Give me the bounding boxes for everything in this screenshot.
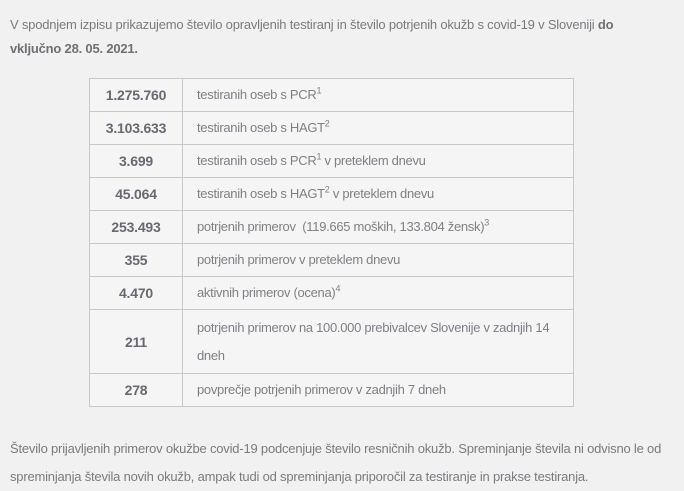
footer-paragraph: Število prijavljenih primerov okužbe cov… bbox=[10, 441, 662, 484]
description-text-post: v preteklem dnevu bbox=[321, 153, 426, 168]
table-row: 355 potrjenih primerov v preteklem dnevu bbox=[89, 243, 574, 277]
intro-date-bold: do vključno 28. 05. 2021. bbox=[10, 17, 614, 56]
description-cell: testiranih oseb s HAGT2 v preteklem dnev… bbox=[182, 177, 574, 211]
description-cell: potrjenih primerov na 100.000 prebivalce… bbox=[182, 309, 574, 374]
description-text: aktivnih primerov (ocena) bbox=[197, 285, 336, 300]
value-cell: 355 bbox=[89, 243, 183, 277]
description-text: testiranih oseb s PCR bbox=[197, 87, 317, 102]
stats-table: 1.275.760 testiranih oseb s PCR1 3.103.6… bbox=[89, 78, 574, 407]
description-text: testiranih oseb s HAGT bbox=[197, 186, 325, 201]
value-cell: 211 bbox=[89, 309, 183, 374]
description-text-post: v preteklem dnevu bbox=[329, 186, 434, 201]
table-row: 211 potrjenih primerov na 100.000 prebiv… bbox=[89, 309, 574, 374]
value-cell: 3.103.633 bbox=[89, 111, 183, 145]
intro-text: V spodnjem izpisu prikazujemo število op… bbox=[10, 17, 598, 32]
table-row: 3.103.633 testiranih oseb s HAGT2 bbox=[89, 111, 574, 145]
footnote-sup: 1 bbox=[316, 151, 322, 162]
description-cell: povprečje potrjenih primerov v zadnjih 7… bbox=[182, 373, 574, 407]
footnote-sup: 2 bbox=[324, 184, 330, 195]
footnote-sup: 3 bbox=[484, 217, 489, 228]
description-cell: testiranih oseb s PCR1 bbox=[182, 78, 574, 112]
table-row: 4.470 aktivnih primerov (ocena)4 bbox=[89, 276, 574, 310]
description-cell: testiranih oseb s PCR1 v preteklem dnevu bbox=[182, 144, 574, 178]
footnote-sup: 1 bbox=[316, 85, 322, 96]
value-cell: 45.064 bbox=[89, 177, 183, 211]
description-cell: potrjenih primerov (119.665 moških, 133.… bbox=[182, 210, 574, 244]
description-text: potrjenih primerov v preteklem dnevu bbox=[197, 252, 401, 267]
intro-paragraph: V spodnjem izpisu prikazujemo število op… bbox=[0, 0, 672, 61]
description-cell: aktivnih primerov (ocena)4 bbox=[182, 276, 574, 310]
description-cell: testiranih oseb s HAGT2 bbox=[182, 111, 574, 145]
table-row: 45.064 testiranih oseb s HAGT2 v pretekl… bbox=[89, 177, 574, 211]
description-text: povprečje potrjenih primerov v zadnjih 7… bbox=[197, 382, 446, 397]
table-row: 278 povprečje potrjenih primerov v zadnj… bbox=[89, 373, 574, 407]
table-row: 1.275.760 testiranih oseb s PCR1 bbox=[89, 78, 574, 112]
table-row: 3.699 testiranih oseb s PCR1 v preteklem… bbox=[89, 144, 574, 178]
description-text: potrjenih primerov (119.665 moških, 133.… bbox=[197, 219, 485, 234]
value-cell: 253.493 bbox=[89, 210, 183, 244]
description-text: testiranih oseb s PCR bbox=[197, 153, 317, 168]
value-cell: 278 bbox=[89, 373, 183, 407]
value-cell: 3.699 bbox=[89, 144, 183, 178]
footnote-sup: 2 bbox=[324, 118, 330, 129]
value-cell: 1.275.760 bbox=[89, 78, 183, 112]
description-text: potrjenih primerov na 100.000 prebivalce… bbox=[197, 319, 553, 363]
description-text: testiranih oseb s HAGT bbox=[197, 120, 325, 135]
table-row: 253.493 potrjenih primerov (119.665 mošk… bbox=[89, 210, 574, 244]
footnote-sup: 4 bbox=[335, 283, 341, 294]
value-cell: 4.470 bbox=[89, 276, 183, 310]
description-cell: potrjenih primerov v preteklem dnevu bbox=[182, 243, 574, 277]
